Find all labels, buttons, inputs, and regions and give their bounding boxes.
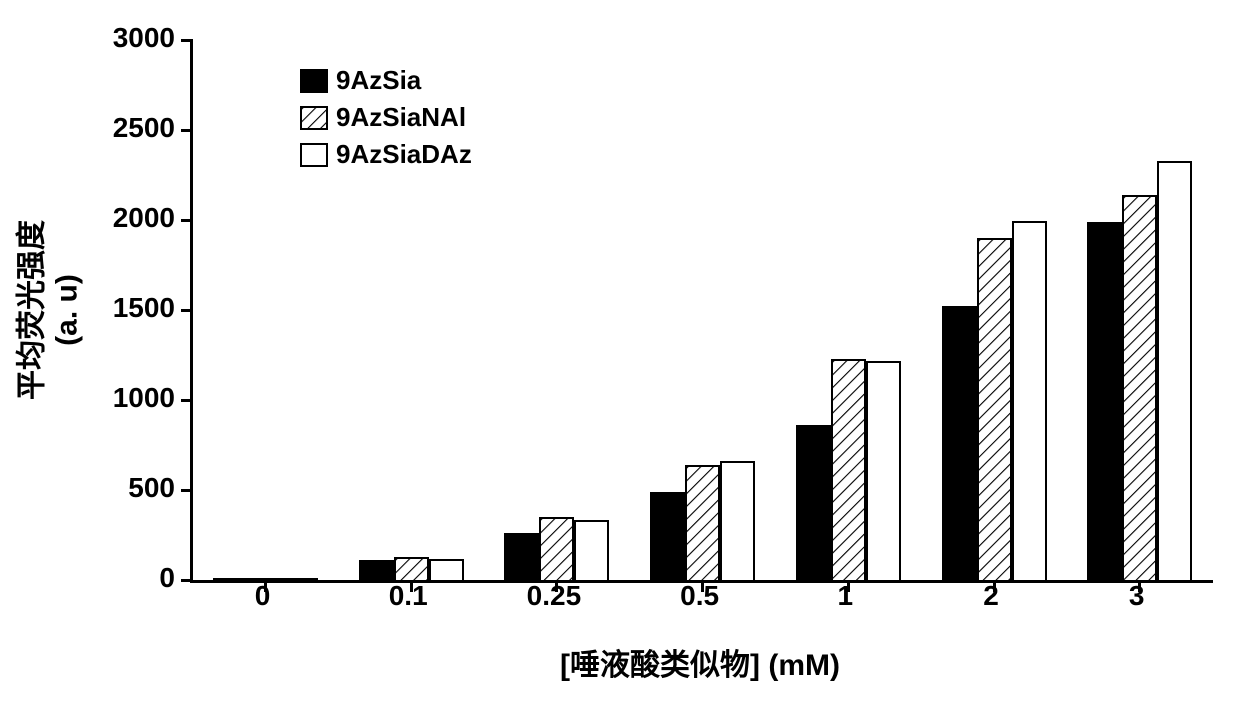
y-tick — [181, 39, 193, 42]
bar — [283, 578, 318, 580]
bar — [1087, 222, 1122, 580]
bar — [1157, 161, 1192, 580]
y-tick-label: 2000 — [113, 202, 175, 234]
bar-chart: 平均荧光强度 (a. u) [唾液酸类似物] (mM) 050010001500… — [20, 20, 1239, 685]
bar — [429, 559, 464, 580]
x-tick-label: 0.1 — [389, 580, 428, 612]
bar — [720, 461, 755, 580]
legend-swatch — [300, 69, 328, 93]
legend-label: 9AzSiaDAz — [336, 139, 472, 170]
bar — [866, 361, 901, 580]
bar — [1012, 221, 1047, 580]
bar — [394, 557, 429, 580]
x-tick-label: 3 — [1129, 580, 1145, 612]
x-tick-label: 0.25 — [527, 580, 582, 612]
y-tick-label: 2500 — [113, 112, 175, 144]
y-tick — [181, 489, 193, 492]
legend-item: 9AzSiaDAz — [300, 139, 472, 170]
bar — [650, 492, 685, 580]
bar — [213, 578, 248, 580]
y-tick — [181, 399, 193, 402]
y-tick-label: 1500 — [113, 292, 175, 324]
legend-label: 9AzSia — [336, 65, 421, 96]
bar — [942, 306, 977, 580]
legend-swatch — [300, 143, 328, 167]
y-axis-title-line1: 平均荧光强度 — [16, 220, 49, 400]
y-tick — [181, 309, 193, 312]
y-tick-label: 3000 — [113, 22, 175, 54]
legend-swatch — [300, 106, 328, 130]
bar — [504, 533, 539, 580]
y-tick — [181, 579, 193, 582]
bar — [1122, 195, 1157, 580]
legend-item: 9AzSia — [300, 65, 472, 96]
bar — [359, 560, 394, 580]
x-tick-label: 2 — [983, 580, 999, 612]
legend-item: 9AzSiaNAl — [300, 102, 472, 133]
bar — [831, 359, 866, 580]
bar — [574, 520, 609, 580]
bar — [796, 425, 831, 580]
legend: 9AzSia 9AzSiaNAl 9AzSiaDAz — [300, 65, 472, 176]
y-tick-label: 0 — [159, 562, 175, 594]
y-tick — [181, 129, 193, 132]
y-tick — [181, 219, 193, 222]
bar — [539, 517, 574, 580]
legend-label: 9AzSiaNAl — [336, 102, 466, 133]
y-axis-title-line2: (a. u) — [50, 274, 83, 346]
x-tick-label: 0.5 — [680, 580, 719, 612]
y-tick-label: 500 — [128, 472, 175, 504]
bar — [977, 238, 1012, 580]
y-tick-label: 1000 — [113, 382, 175, 414]
bar — [685, 465, 720, 580]
x-axis-title: [唾液酸类似物] (mM) — [560, 640, 840, 684]
x-tick-label: 0 — [255, 580, 271, 612]
x-tick-label: 1 — [838, 580, 854, 612]
y-axis-title: 平均荧光强度 (a. u) — [16, 220, 85, 400]
